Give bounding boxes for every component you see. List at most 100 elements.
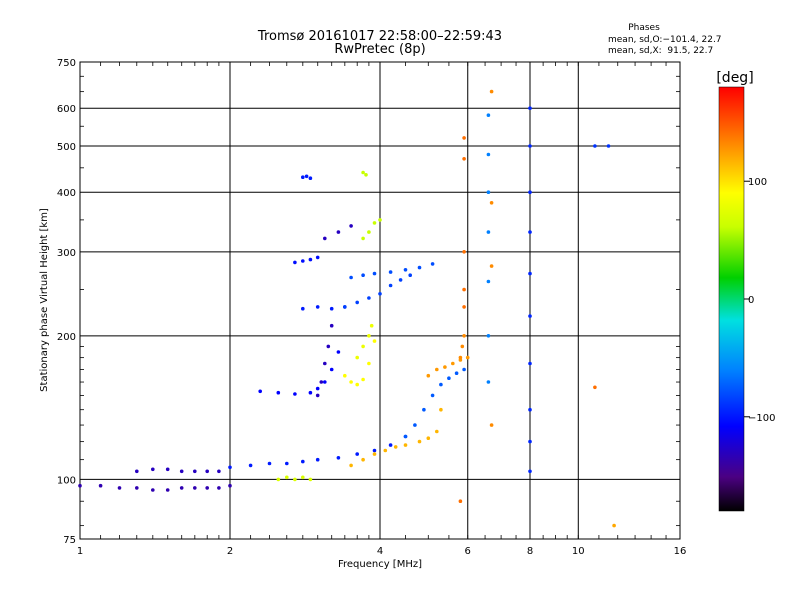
data-point [361, 344, 365, 349]
data-point [439, 382, 443, 387]
data-point [460, 344, 465, 349]
data-point [388, 283, 393, 288]
data-point [343, 373, 347, 378]
data-point [528, 106, 532, 110]
data-point [228, 483, 232, 488]
data-point [343, 305, 347, 309]
data-point [528, 144, 532, 148]
data-point [179, 469, 184, 474]
data-point [486, 279, 491, 284]
data-point [165, 488, 170, 492]
y-tick-label: 300 [57, 248, 76, 259]
data-point [528, 407, 532, 412]
data-point [165, 467, 170, 472]
data-point [336, 350, 341, 354]
data-point [462, 287, 466, 292]
colorbar-tick-label: −100 [748, 413, 775, 424]
data-point [528, 190, 532, 194]
data-point [383, 448, 388, 453]
chart-subtitle: RwPretec (8p) [334, 42, 425, 57]
data-point [393, 445, 398, 449]
data-point [486, 113, 491, 117]
data-point [612, 523, 616, 528]
x-tick-label: 10 [572, 546, 585, 557]
data-point [413, 423, 417, 427]
colorbar-label: [deg] [716, 70, 753, 86]
data-point [267, 461, 272, 466]
data-point [462, 305, 466, 309]
data-point [301, 459, 305, 464]
data-point [528, 230, 532, 234]
data-point [355, 300, 360, 305]
data-point [285, 475, 289, 480]
data-point [435, 367, 439, 372]
data-point [426, 373, 431, 378]
data-point [486, 152, 491, 157]
data-point [349, 275, 353, 280]
data-point [349, 224, 353, 228]
data-point [319, 380, 324, 384]
data-point [179, 486, 184, 490]
data-point [528, 314, 532, 318]
x-tick-label: 2 [227, 546, 233, 557]
data-point [606, 144, 611, 148]
chart-title: Tromsø 20161017 22:58:00–22:59:43 [257, 29, 502, 44]
y-axis-ticks: 75 100 200 300 400 500 600 750 [57, 58, 680, 546]
data-point [323, 361, 327, 366]
data-point [78, 483, 82, 488]
data-point [361, 457, 365, 462]
data-point [372, 221, 377, 225]
data-point [151, 488, 155, 492]
data-point [205, 486, 209, 490]
data-point [258, 389, 263, 394]
data-point [408, 273, 413, 278]
data-point [205, 469, 209, 474]
data-point [293, 477, 297, 482]
data-point [217, 486, 221, 490]
data-point [398, 278, 403, 282]
data-point [372, 271, 377, 276]
data-point [486, 380, 491, 384]
data-point [361, 273, 365, 278]
data-point [355, 382, 360, 387]
x-tick-label: 4 [377, 546, 383, 557]
data-point [528, 361, 532, 366]
data-point [489, 89, 494, 94]
x-tick-label: 6 [465, 546, 471, 557]
data-point [458, 355, 463, 360]
data-point [486, 230, 491, 234]
data-point [135, 486, 139, 490]
x-tick-label: 16 [674, 546, 687, 557]
data-point [439, 407, 443, 412]
y-axis-label: Stationary phase Virtual Height [km] [39, 208, 50, 392]
data-point [308, 477, 313, 482]
y-tick-label: 100 [57, 475, 76, 486]
x-axis-ticks: 1 2 4 6 8 10 16 [77, 62, 687, 557]
data-point [528, 439, 532, 444]
data-point [369, 323, 374, 328]
data-point [304, 174, 309, 179]
data-point [364, 173, 368, 177]
data-point [326, 344, 331, 349]
data-point [378, 292, 382, 296]
data-point [248, 463, 253, 468]
data-point [465, 355, 470, 360]
data-point [329, 323, 334, 328]
data-point [388, 270, 393, 274]
data-point [462, 367, 466, 372]
data-point [349, 380, 353, 384]
data-point [315, 393, 320, 398]
data-point [276, 477, 281, 482]
data-point [323, 236, 327, 241]
data-point [367, 230, 371, 234]
data-point [367, 361, 371, 366]
y-tick-label: 400 [57, 188, 76, 199]
data-point [451, 361, 455, 366]
data-point [417, 439, 422, 444]
data-point [315, 255, 320, 260]
data-point [367, 334, 371, 338]
data-point [349, 463, 353, 468]
colorbar-tick-label: 100 [748, 177, 767, 188]
data-point [489, 201, 494, 205]
data-point [372, 448, 377, 453]
